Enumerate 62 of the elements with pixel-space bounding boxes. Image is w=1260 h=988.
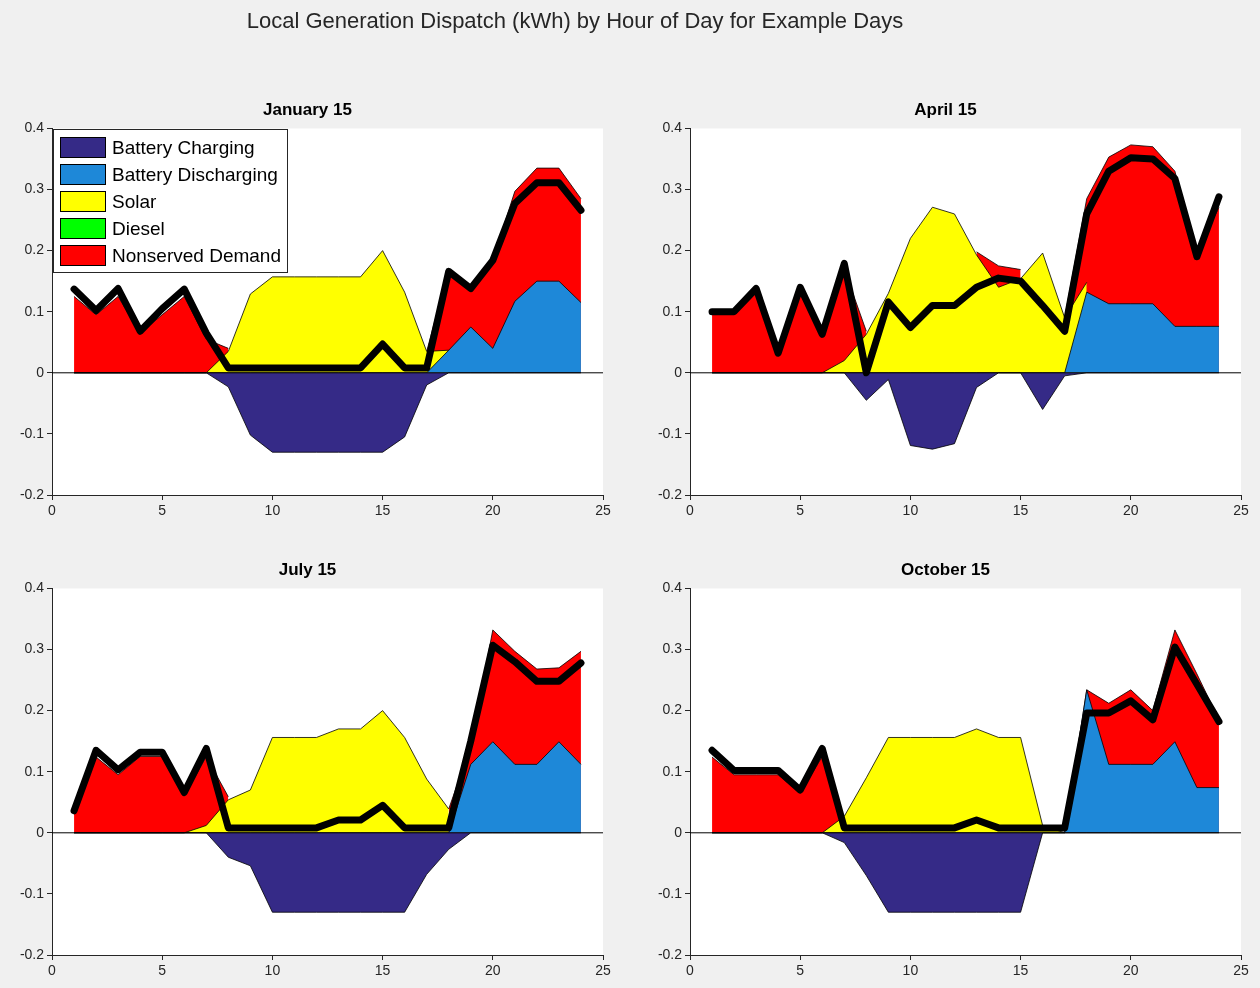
y-tick-label: -0.1	[657, 884, 683, 901]
x-tick-label: 0	[686, 502, 695, 519]
x-tick-label: 0	[48, 502, 57, 519]
legend-label: Battery Discharging	[112, 163, 278, 188]
x-tick-label: 0	[48, 962, 57, 979]
y-tick-label: 0.2	[24, 701, 45, 718]
y-tick-label: 0.4	[662, 119, 683, 136]
x-tick-label: 25	[1233, 502, 1249, 519]
x-tick-label: 25	[1233, 962, 1249, 979]
text: Local Generation Dispatch (kWh) by Hour of Day for Example Days	[245, 8, 905, 34]
x-tick-label: 5	[158, 962, 167, 979]
y-tick-label: 0.1	[662, 762, 683, 779]
y-tick-label: 0.4	[24, 119, 45, 136]
chart-title: January 15	[263, 99, 352, 119]
x-tick-label: 5	[158, 502, 167, 519]
y-tick-label: 0	[674, 363, 683, 380]
y-tick-label: -0.2	[19, 945, 45, 962]
legend-label: Battery Charging	[112, 136, 255, 161]
x-tick-label: 10	[902, 502, 919, 519]
y-tick-label: 0.2	[662, 241, 683, 258]
y-tick-label: 0.2	[662, 701, 683, 718]
x-tick-label: 20	[1123, 502, 1139, 519]
y-tick-label: 0.3	[662, 180, 683, 197]
x-tick-label: 15	[374, 962, 391, 979]
y-tick-label: -0.2	[19, 485, 45, 502]
y-tick-label: 0.4	[24, 579, 45, 596]
y-tick-label: 0	[36, 363, 45, 380]
chart-title: April 15	[914, 99, 977, 119]
x-tick-label: 15	[1012, 962, 1029, 979]
y-tick-label: 0	[674, 823, 683, 840]
y-tick-label: 0.1	[24, 302, 45, 319]
y-tick-label: -0.1	[19, 424, 45, 441]
chart-title: July 15	[278, 559, 337, 579]
x-tick-label: 20	[485, 962, 501, 979]
x-tick-label: 20	[485, 502, 501, 519]
legend-label: Solar	[112, 190, 157, 215]
y-tick-label: 0	[36, 823, 45, 840]
x-tick-label: 20	[1123, 962, 1139, 979]
x-tick-label: 25	[595, 502, 611, 519]
x-tick-label: 5	[796, 502, 805, 519]
y-tick-label: 0.1	[24, 762, 45, 779]
x-tick-label: 5	[796, 962, 805, 979]
y-tick-label: -0.2	[657, 485, 683, 502]
y-tick-label: 0.4	[662, 579, 683, 596]
legend-label: Nonserved Demand	[112, 244, 281, 269]
x-tick-label: 10	[264, 962, 281, 979]
y-tick-label: -0.1	[19, 884, 45, 901]
x-tick-label: 15	[374, 502, 391, 519]
x-tick-label: 10	[264, 502, 281, 519]
y-tick-label: -0.2	[657, 945, 683, 962]
y-tick-label: 0.2	[24, 241, 45, 258]
x-tick-label: 0	[686, 962, 695, 979]
y-tick-label: 0.3	[24, 180, 45, 197]
x-tick-label: 10	[902, 962, 919, 979]
x-tick-label: 15	[1012, 502, 1029, 519]
y-tick-label: 0.1	[662, 302, 683, 319]
y-tick-label: 0.3	[662, 640, 683, 657]
y-tick-label: 0.3	[24, 640, 45, 657]
legend-label: Diesel	[112, 217, 165, 242]
y-tick-label: -0.1	[657, 424, 683, 441]
x-tick-label: 25	[595, 962, 611, 979]
chart-title: October 15	[901, 559, 990, 579]
